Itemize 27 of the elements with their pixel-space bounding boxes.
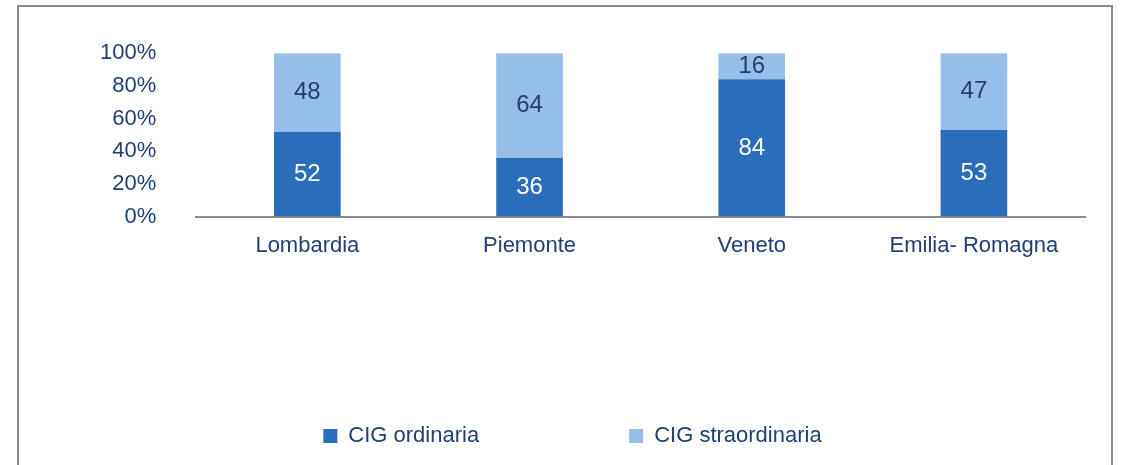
data-label: 47 — [960, 76, 988, 104]
bar — [496, 53, 563, 158]
x-tick-label: Piemonte — [483, 231, 577, 257]
x-tick-label: Veneto — [717, 231, 786, 257]
bar — [718, 79, 786, 217]
data-label: 36 — [516, 171, 543, 199]
bar — [940, 130, 1008, 217]
x-tick-label: Emilia- Romagna — [889, 231, 1060, 257]
y-tick-label: 100% — [99, 39, 157, 65]
data-label: 16 — [738, 50, 766, 78]
y-tick-label: 0% — [124, 202, 157, 228]
data-label: 64 — [516, 90, 543, 118]
x-tick-label: Lombardia — [255, 231, 361, 257]
y-tick-label: 40% — [112, 137, 157, 163]
bar — [274, 53, 341, 132]
y-tick-label: 80% — [112, 71, 157, 97]
bar — [496, 157, 563, 217]
data-label: 48 — [294, 77, 321, 105]
bar — [940, 53, 1008, 130]
data-label: 84 — [738, 132, 766, 160]
legend-label: CIG ordinaria — [348, 422, 480, 448]
y-tick-label: 20% — [112, 169, 157, 195]
data-label: 53 — [960, 157, 988, 185]
legend-label: CIG straordinaria — [654, 422, 823, 448]
data-label: 52 — [294, 158, 321, 186]
y-tick-label: 60% — [112, 104, 157, 130]
bar — [274, 131, 341, 217]
